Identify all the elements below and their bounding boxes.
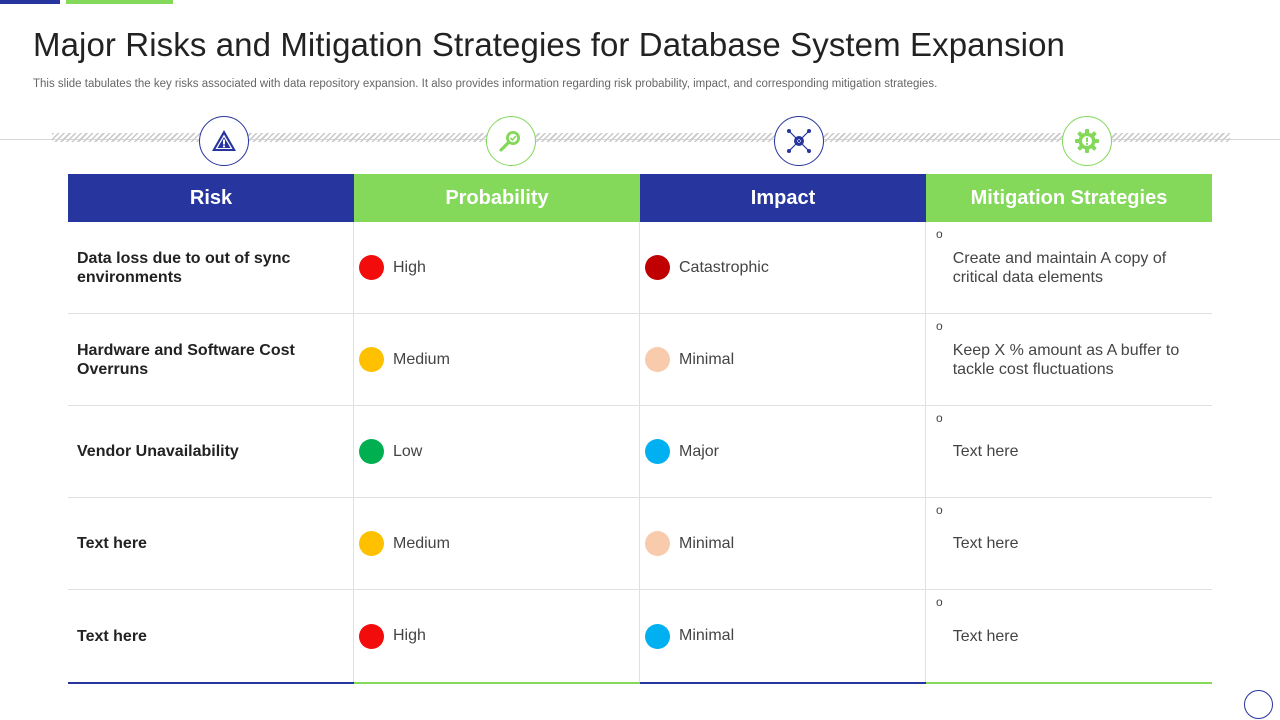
bottom-line-green [354,682,640,684]
probability-cell: High [354,222,640,313]
mitigation-text: Text here [952,535,1019,552]
mitigation-cell: o Text here [926,406,1212,497]
bullet-icon: o [936,503,943,517]
impact-cell: Catastrophic [640,222,926,313]
probability-cell: High [354,590,640,682]
risk-cell: Hardware and Software Cost Overruns [68,314,354,405]
probability-dot [359,347,384,372]
probability-label: Medium [393,534,450,552]
table-row: Text here High Minimal o Text here [68,590,1212,682]
probability-dot [359,531,384,556]
header-mitigation: Mitigation Strategies [926,174,1212,222]
mitigation-text: Create and maintain A copy of critical d… [952,249,1167,286]
risk-cell: Text here [68,498,354,589]
probability-cell: Medium [354,498,640,589]
impact-cell: Minimal [640,590,926,682]
header-probability: Probability [354,174,640,222]
mitigation-cell: o Keep X % amount as A buffer to tackle … [926,314,1212,405]
mitigation-text: Text here [952,627,1019,645]
risk-cell: Vendor Unavailability [68,406,354,497]
slide-nav-button[interactable] [1244,690,1273,719]
risk-cell: Data loss due to out of sync environment… [68,222,354,313]
bullet-icon: o [936,227,943,241]
impact-dot [645,255,670,280]
search-icon [486,116,536,166]
table-header: Risk Probability Impact Mitigation Strat… [68,174,1212,222]
table-row: Hardware and Software Cost Overruns Medi… [68,314,1212,406]
page-title: Major Risks and Mitigation Strategies fo… [33,26,1066,63]
table-row: Vendor Unavailability Low Major o Text h… [68,406,1212,498]
top-accent-bar-green [66,0,173,4]
page-subtitle: This slide tabulates the key risks assoc… [33,78,938,90]
table-bottom-border [68,682,1212,684]
impact-cell: Minimal [640,498,926,589]
bottom-line-blue [640,682,926,684]
probability-cell: Medium [354,314,640,405]
probability-label: High [393,627,426,644]
bottom-line-blue [68,682,354,684]
impact-label: Minimal [679,350,735,368]
impact-dot [645,439,670,464]
bullet-icon: o [936,411,943,425]
warning-icon [199,116,249,166]
probability-cell: Low [354,406,640,497]
impact-dot [645,531,670,556]
mitigation-text: Keep X % amount as A buffer to tackle co… [952,341,1180,378]
probability-label: Low [393,442,423,460]
hatched-band [52,133,1230,142]
impact-label: Catastrophic [679,258,769,276]
impact-cell: Major [640,406,926,497]
header-impact: Impact [640,174,926,222]
network-icon [774,116,824,166]
mitigation-cell: o Text here [926,498,1212,589]
mitigation-cell: o Create and maintain A copy of critical… [926,222,1212,313]
bottom-line-green [926,682,1212,684]
impact-label: Minimal [679,534,735,552]
impact-dot [645,623,670,649]
impact-dot [645,347,670,372]
impact-cell: Minimal [640,314,926,405]
header-risk: Risk [68,174,354,222]
probability-label: High [393,258,426,276]
risk-cell: Text here [68,590,354,682]
probability-dot [359,255,384,280]
table-body: Data loss due to out of sync environment… [68,222,1212,682]
probability-label: Medium [393,350,450,368]
gear-icon [1062,116,1112,166]
probability-dot [359,439,384,464]
impact-label: Major [679,442,720,460]
bullet-icon: o [936,595,943,609]
probability-dot [359,623,384,649]
impact-label: Minimal [679,627,735,644]
mitigation-cell: o Text here [926,590,1212,682]
top-accent-bar-blue [0,0,60,4]
table-row: Text here Medium Minimal o Text here [68,498,1212,590]
risk-table: Risk Probability Impact Mitigation Strat… [68,174,1212,684]
bullet-icon: o [936,319,943,333]
mitigation-text: Text here [952,443,1019,460]
table-row: Data loss due to out of sync environment… [68,222,1212,314]
